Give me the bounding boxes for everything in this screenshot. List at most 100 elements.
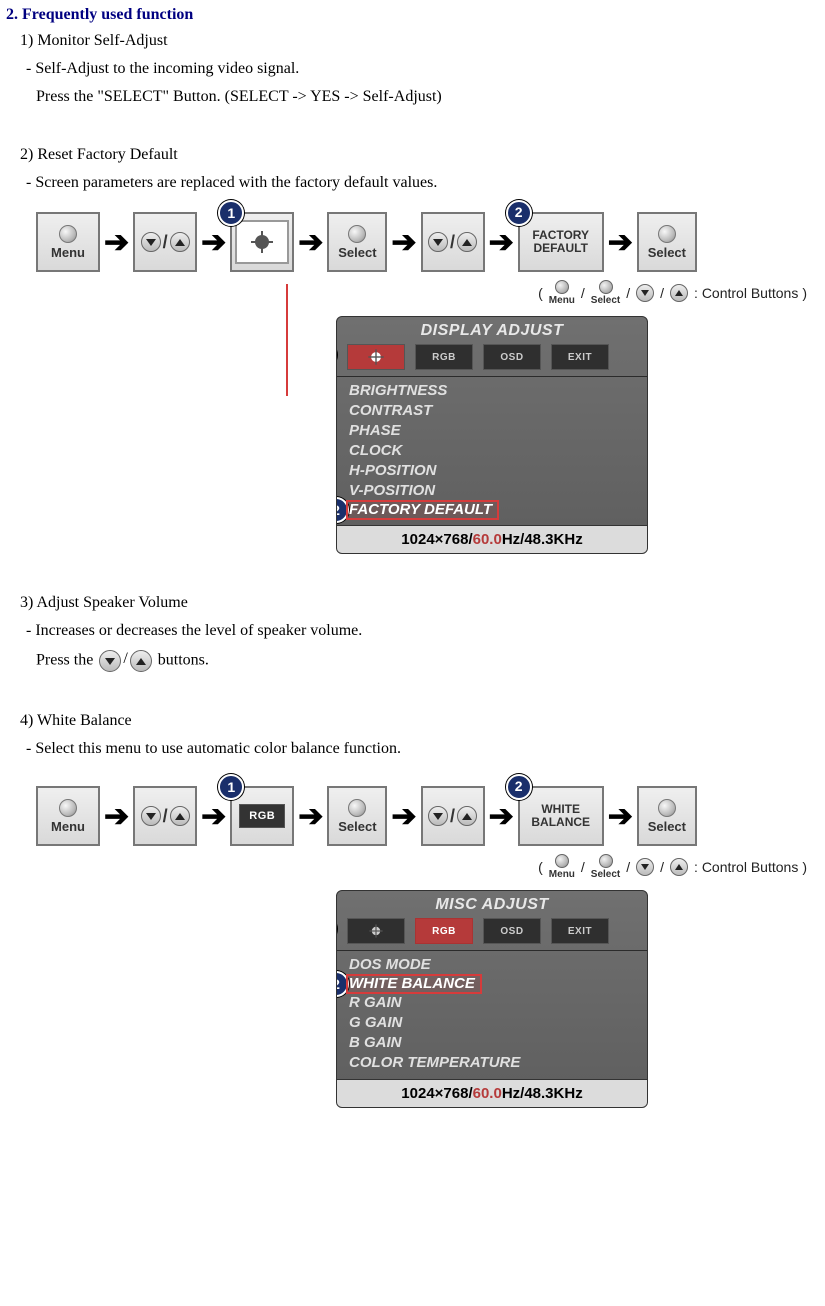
updown-button: / <box>133 212 197 272</box>
s1-line2: Press the "SELECT" Button. (SELECT -> YE… <box>36 88 819 106</box>
s1-line1: - Self-Adjust to the incoming video sign… <box>26 60 819 78</box>
osd-item: R GAIN <box>349 993 647 1013</box>
osd2-tab-exit: EXIT <box>551 918 609 944</box>
legend-text: : Control Buttons <box>694 859 798 875</box>
s3-l2b: buttons. <box>158 652 209 669</box>
select-label: Select <box>338 819 376 834</box>
flow-factory-default: Menu ➔ / ➔ 1 ➔ Select ➔ / ➔ 2 FACTORY DE… <box>36 212 819 272</box>
badge-2: 2 <box>506 200 532 226</box>
osd2-tab-rgb: RGB <box>415 918 473 944</box>
slash: / <box>123 650 127 672</box>
updown-icons-inline: / <box>99 650 151 672</box>
legend-menu: Menu <box>549 854 575 880</box>
arrow-icon: ➔ <box>487 225 516 260</box>
osd-item: B GAIN <box>349 1033 647 1053</box>
select-label: Select <box>648 819 686 834</box>
legend-text: : Control Buttons <box>694 285 798 301</box>
menu-label: Menu <box>51 819 85 834</box>
arrow-icon: ➔ <box>389 799 418 834</box>
menu-button: Menu <box>36 212 100 272</box>
white-balance-button: 2 WHITE BALANCE <box>518 786 604 846</box>
osd2-status-hz: 60.0 <box>473 1085 502 1102</box>
select-label: Select <box>648 245 686 260</box>
legend-up <box>670 858 688 876</box>
badge-1: 1 <box>218 774 244 800</box>
s2-line1: - Screen parameters are replaced with th… <box>26 174 819 192</box>
display-adjust-tab-button: 1 <box>230 212 294 272</box>
arrow-icon: ➔ <box>606 225 635 260</box>
arrow-icon: ➔ <box>389 225 418 260</box>
badge-2: 2 <box>506 774 532 800</box>
osd-item: H-POSITION <box>349 461 647 481</box>
rgb-tab-button: 1 RGB <box>230 786 294 846</box>
osd1-tabs: 1 RGB OSD EXIT <box>337 342 647 374</box>
up-icon <box>130 650 152 672</box>
osd2-title: MISC ADJUST <box>337 891 647 916</box>
arrow-icon: ➔ <box>199 225 228 260</box>
slash: / <box>450 806 455 827</box>
osd-misc-adjust: MISC ADJUST 1 RGB OSD EXIT DOS MODE2WHIT… <box>336 890 646 1108</box>
factory-l2: DEFAULT <box>533 242 587 255</box>
legend-menu: Menu <box>549 280 575 306</box>
control-buttons-legend-2: (Menu / Select / / : Control Buttons ) <box>6 854 807 880</box>
select-label: Select <box>338 245 376 260</box>
legend-up <box>670 284 688 302</box>
factory-default-button: 2 FACTORY DEFAULT <box>518 212 604 272</box>
osd1-status-hz: 60.0 <box>473 531 502 548</box>
osd-item: DOS MODE <box>349 955 647 975</box>
osd1-items: BRIGHTNESSCONTRASTPHASECLOCKH-POSITIONV-… <box>337 379 647 525</box>
osd-item: CONTRAST <box>349 401 647 421</box>
osd1-status: 1024×768/60.0Hz/48.3KHz <box>337 525 647 553</box>
slash: / <box>163 232 168 253</box>
legend-select: Select <box>591 280 620 306</box>
osd1-status-b: Hz/48.3KHz <box>502 531 583 548</box>
arrow-icon: ➔ <box>487 799 516 834</box>
osd1-tab-exit: EXIT <box>551 344 609 370</box>
flow-white-balance: Menu ➔ / ➔ 1 RGB ➔ Select ➔ / ➔ 2 WHITE … <box>36 786 819 846</box>
select-button: Select <box>637 212 697 272</box>
arrow-icon: ➔ <box>102 225 131 260</box>
menu-button: Menu <box>36 786 100 846</box>
arrow-icon: ➔ <box>606 799 635 834</box>
osd2-badge1: 1 <box>336 916 337 942</box>
select-button: Select <box>327 786 387 846</box>
connector-line-1 <box>286 284 288 396</box>
osd-item: V-POSITION <box>349 481 647 501</box>
osd-item: G GAIN <box>349 1013 647 1033</box>
osd-item: COLOR TEMPERATURE <box>349 1053 647 1073</box>
arrow-icon: ➔ <box>296 799 325 834</box>
select-button: Select <box>327 212 387 272</box>
osd-display-adjust: DISPLAY ADJUST 1 RGB OSD EXIT BRIGHTNESS… <box>336 316 646 554</box>
select-button: Select <box>637 786 697 846</box>
osd-item: PHASE <box>349 421 647 441</box>
osd1-tab-rgb: RGB <box>415 344 473 370</box>
slash: / <box>163 806 168 827</box>
osd1-status-a: 1024×768/ <box>401 531 472 548</box>
arrow-icon: ➔ <box>199 799 228 834</box>
arrow-icon: ➔ <box>102 799 131 834</box>
osd1-badge1: 1 <box>336 342 337 368</box>
s3-title: 3) Adjust Speaker Volume <box>20 594 819 612</box>
legend-select: Select <box>591 854 620 880</box>
osd2-tabs: 1 RGB OSD EXIT <box>337 916 647 948</box>
s2-title: 2) Reset Factory Default <box>20 146 819 164</box>
legend-down <box>636 858 654 876</box>
osd-item: CLOCK <box>349 441 647 461</box>
arrow-icon: ➔ <box>296 225 325 260</box>
osd2-status-a: 1024×768/ <box>401 1085 472 1102</box>
s3-l2a: Press the <box>36 652 93 669</box>
updown-button: / <box>133 786 197 846</box>
s3-line1: - Increases or decreases the level of sp… <box>26 622 819 640</box>
s1-title: 1) Monitor Self-Adjust <box>20 32 819 50</box>
wb-l2: BALANCE <box>531 816 590 829</box>
updown-button: / <box>421 212 485 272</box>
down-icon <box>99 650 121 672</box>
osd-item: WHITE BALANCE <box>347 975 481 993</box>
osd2-tab-display <box>347 918 405 944</box>
menu-label: Menu <box>51 245 85 260</box>
legend-down <box>636 284 654 302</box>
osd1-title: DISPLAY ADJUST <box>337 317 647 342</box>
osd1-tab-osd: OSD <box>483 344 541 370</box>
osd2-status: 1024×768/60.0Hz/48.3KHz <box>337 1079 647 1107</box>
updown-button: / <box>421 786 485 846</box>
